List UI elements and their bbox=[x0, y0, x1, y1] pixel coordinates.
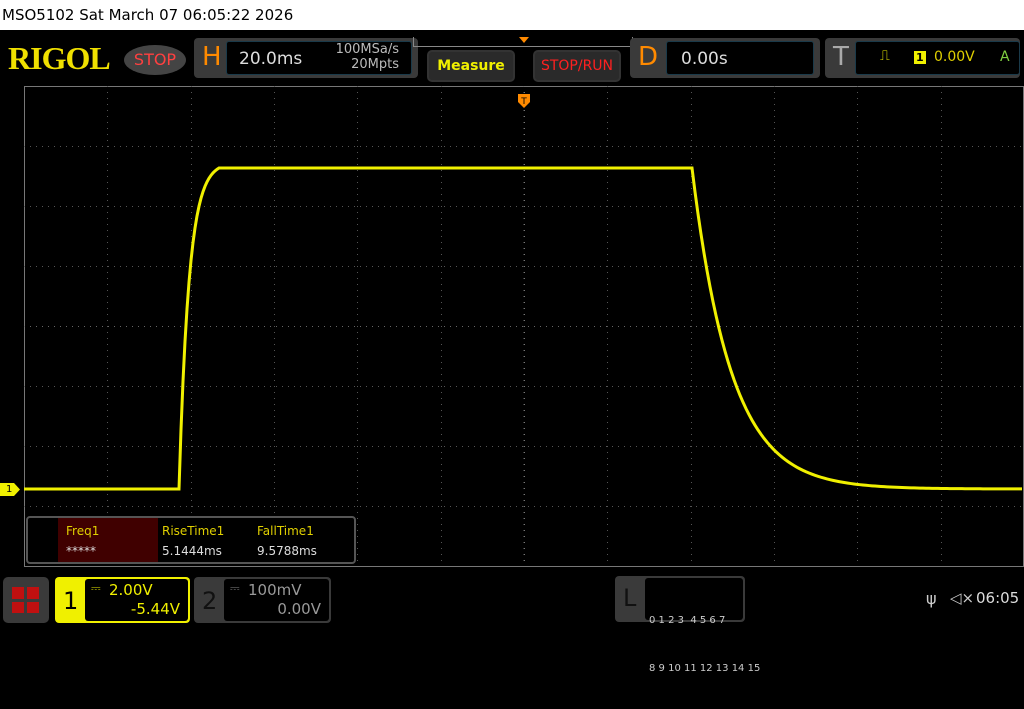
logic-channels-row2: 8 9 10 11 12 13 14 15 bbox=[649, 663, 761, 674]
trigger-source: 1 bbox=[914, 51, 926, 64]
svg-text:T: T bbox=[520, 97, 527, 107]
measurement-rise-time[interactable]: RiseTime1 5.1444ms bbox=[154, 518, 249, 562]
channel-1-number: 1 bbox=[63, 587, 79, 615]
dc-coupling-icon: ⎓ bbox=[230, 581, 240, 595]
measurement-label: RiseTime1 bbox=[162, 524, 225, 538]
horizontal-panel[interactable]: H 20.0ms 100MSa/s 20Mpts bbox=[194, 38, 418, 78]
measure-button[interactable]: Measure bbox=[427, 50, 515, 82]
measurement-value: 9.5788ms bbox=[257, 544, 317, 558]
rigol-logo: RIGOL bbox=[8, 40, 111, 76]
trigger-position-marker-icon bbox=[519, 37, 529, 43]
delay-value: 0.00s bbox=[681, 49, 728, 69]
channel-1-scale: 2.00V bbox=[109, 581, 153, 599]
channel-2-offset: 0.00V bbox=[277, 600, 321, 618]
menu-square-icon bbox=[27, 601, 39, 613]
clock: 06:05 bbox=[976, 589, 1020, 607]
title-bar: MSO5102 Sat March 07 06:05:22 2026 bbox=[0, 0, 1024, 30]
trigger-level: 0.00V bbox=[934, 49, 975, 65]
trigger-panel[interactable]: T ⎍ 1 0.00V A bbox=[825, 38, 1020, 78]
channel-2-panel[interactable]: 2 ⎓ 100mV 0.00V bbox=[194, 577, 331, 623]
measurement-panel: Freq1 ***** RiseTime1 5.1444ms FallTime1… bbox=[26, 516, 356, 564]
dc-coupling-icon: ⎓ bbox=[91, 581, 101, 595]
horizontal-letter: H bbox=[202, 42, 222, 72]
main-menu-button[interactable] bbox=[3, 577, 49, 623]
delay-panel[interactable]: D 0.00s bbox=[630, 38, 820, 78]
measurement-label: FallTime1 bbox=[257, 524, 314, 538]
logic-panel[interactable]: L 0 1 2 3 4 5 6 7 8 9 10 11 12 13 14 15 bbox=[615, 576, 760, 674]
mute-icon[interactable]: ◁× bbox=[950, 589, 975, 607]
measurement-freq[interactable]: Freq1 ***** bbox=[58, 518, 158, 562]
timebase: 20.0ms bbox=[239, 49, 303, 69]
rising-edge-icon: ⎍ bbox=[880, 48, 890, 64]
channel-2-scale: 100mV bbox=[248, 581, 302, 599]
measurement-label: Freq1 bbox=[66, 524, 100, 538]
trigger-position-icon: T bbox=[518, 94, 530, 108]
menu-square-icon bbox=[12, 587, 24, 599]
waveform-grid[interactable]: T bbox=[24, 86, 1024, 568]
channel-1-ground-marker[interactable]: 1 bbox=[0, 483, 20, 496]
channel-1-panel[interactable]: 1 ⎓ 2.00V -5.44V bbox=[55, 577, 190, 623]
menu-square-icon bbox=[12, 601, 24, 613]
measurement-value: 5.1444ms bbox=[162, 544, 222, 558]
trigger-letter: T bbox=[833, 42, 849, 72]
channel-1-offset: -5.44V bbox=[130, 600, 180, 618]
menu-square-icon bbox=[27, 587, 39, 599]
memory-depth: 20Mpts bbox=[351, 57, 399, 72]
delay-letter: D bbox=[638, 42, 659, 72]
sample-rate: 100MSa/s bbox=[335, 42, 399, 57]
stop-run-button[interactable]: STOP/RUN bbox=[533, 50, 621, 82]
measurement-fall-time[interactable]: FallTime1 9.5788ms bbox=[249, 518, 349, 562]
trigger-mode: A bbox=[1000, 49, 1010, 65]
usb-icon: ψ bbox=[926, 589, 937, 608]
measurement-value: ***** bbox=[66, 544, 96, 558]
logic-letter: L bbox=[623, 584, 637, 612]
run-state-badge: STOP bbox=[124, 45, 186, 75]
channel-1-trace bbox=[24, 166, 1023, 491]
logic-channels-row1: 0 1 2 3 4 5 6 7 bbox=[649, 615, 726, 626]
channel-2-number: 2 bbox=[202, 587, 218, 615]
